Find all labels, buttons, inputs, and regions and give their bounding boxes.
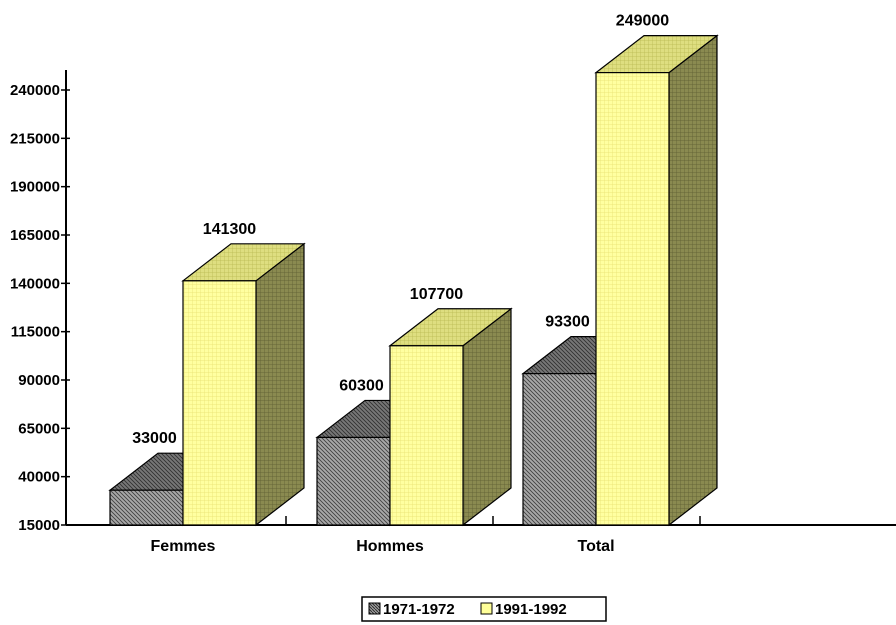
y-tick-label: 240000 [10, 82, 60, 99]
legend-swatch [368, 602, 381, 615]
bar-side [668, 34, 718, 527]
bar-front [182, 280, 257, 526]
y-tick-label: 65000 [18, 420, 60, 437]
data-labels: 33000 141300 60300 107700 93300 249000 [132, 13, 669, 448]
data-label: 33000 [132, 430, 177, 447]
bar-total-1991-1992 [594, 34, 719, 527]
bar-side [255, 242, 305, 527]
bar-hommes-1991-1992 [388, 307, 513, 527]
bar-front [595, 71, 670, 526]
data-label: 249000 [616, 13, 669, 30]
legend: 1971-1972 1991-1992 [361, 596, 607, 622]
bar-front [109, 489, 184, 526]
y-tick-label: 90000 [18, 372, 60, 389]
bar-femmes-1991-1992 [181, 242, 306, 527]
data-label: 107700 [410, 286, 463, 303]
y-tick-label: 140000 [10, 275, 60, 292]
bar-front [389, 345, 464, 526]
y-tick-label: 215000 [10, 130, 60, 147]
y-tick-label: 190000 [10, 179, 60, 196]
bars [108, 34, 719, 527]
y-tick-label: 40000 [18, 469, 60, 486]
data-label: 93300 [545, 314, 590, 331]
x-tick-label: Femmes [151, 538, 216, 555]
bar-side [462, 307, 512, 527]
y-tick-label: 15000 [18, 517, 60, 534]
legend-entry: 1991-1992 [495, 601, 567, 618]
x-tick-label: Total [577, 538, 614, 555]
legend-swatch [480, 602, 493, 615]
x-tick-label: Hommes [356, 538, 424, 555]
bar-front [522, 373, 597, 526]
data-label: 60300 [339, 377, 384, 394]
bar-front [316, 436, 391, 526]
data-label: 141300 [203, 221, 256, 238]
y-tick-label: 165000 [10, 227, 60, 244]
y-tick-label: 115000 [11, 324, 60, 341]
legend-entry: 1971-1972 [383, 601, 455, 618]
